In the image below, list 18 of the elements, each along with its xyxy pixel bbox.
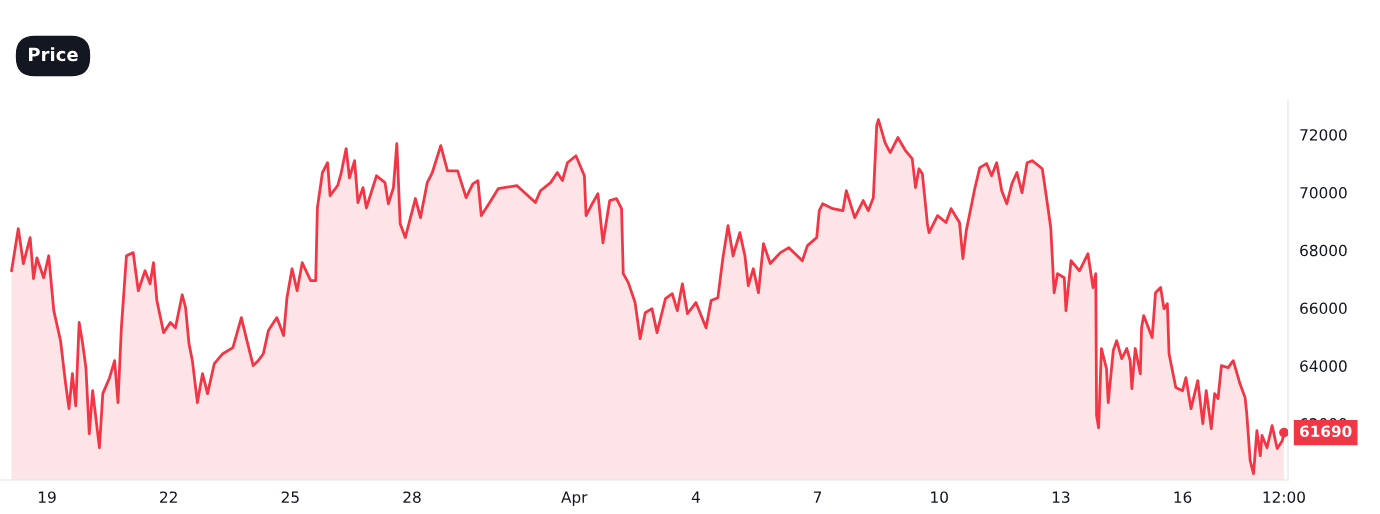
x-tick-label: 28 [403, 491, 421, 503]
annotation: 61690 [1300, 425, 1352, 438]
y-tick-label: 64000 [1300, 360, 1347, 372]
y-tick-label: 70000 [1300, 186, 1347, 199]
x-tick-label: Apr [561, 491, 588, 506]
y-tick-label: 72000 [1300, 129, 1347, 141]
x-tick-label: 22 [160, 491, 177, 503]
x-tick-label: 10 [931, 491, 948, 503]
x-tick-label: 4 [691, 491, 700, 503]
y-tick-label: 68000 [1300, 244, 1347, 257]
x-tick-label: 16 [1174, 491, 1192, 503]
chart-title: Price [29, 47, 78, 62]
y-tick-label: 66000 [1300, 302, 1347, 315]
x-tick-label: 7 [813, 491, 822, 503]
x-tick-label: 12:00 [1263, 491, 1305, 503]
x-tick-label: 25 [281, 491, 299, 503]
x-tick-label: 13 [1052, 491, 1070, 503]
x-tick-label: 19 [38, 491, 56, 503]
